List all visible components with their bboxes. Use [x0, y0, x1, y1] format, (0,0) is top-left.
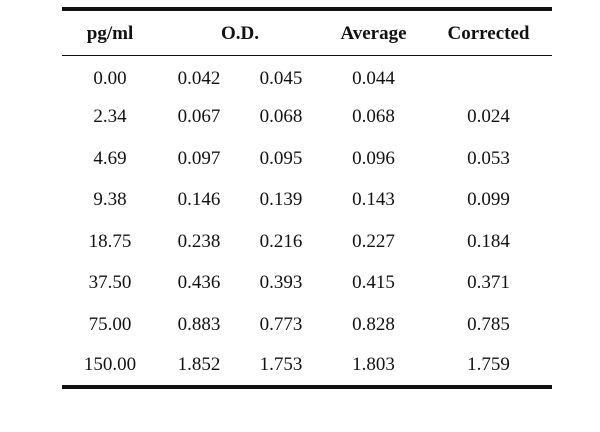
- table-header-row: pg/ml O.D. Average Corrected: [62, 9, 552, 55]
- cell-concentration: 150.00: [83, 354, 137, 376]
- cell-average: 0.415: [352, 272, 395, 294]
- table-row: 2.34 0.067 0.068 0.068 0.024: [62, 97, 552, 139]
- cell-concentration: 0.00: [93, 68, 127, 89]
- cell-concentration: 4.69: [93, 147, 127, 169]
- cell-corrected: 0.785: [467, 313, 510, 335]
- cell-average: 0.227: [352, 230, 395, 252]
- cell-corrected: 0.099: [467, 189, 510, 211]
- cell-corrected: 1.759: [467, 354, 510, 376]
- cell-od-2: 1.753: [259, 354, 303, 376]
- header-average: Average: [340, 22, 407, 44]
- cell-od-2: 0.045: [259, 68, 303, 89]
- cell-concentration: 75.00: [88, 313, 132, 335]
- header-corrected: Corrected: [447, 22, 530, 44]
- cell-corrected: 0.053: [467, 147, 510, 169]
- cell-corrected: 0.024: [467, 106, 510, 128]
- cell-od-1: 0.042: [177, 68, 221, 89]
- cell-od-1: 0.097: [177, 147, 221, 169]
- header-od: O.D.: [221, 22, 259, 44]
- header-concentration: pg/ml: [86, 22, 134, 44]
- table-row: 9.38 0.146 0.139 0.143 0.099: [62, 180, 552, 222]
- cell-average: 0.828: [352, 313, 395, 335]
- cell-average: 0.143: [352, 189, 395, 211]
- cell-concentration: 2.34: [93, 106, 127, 128]
- table-body: 0.00 0.042 0.045 0.044 2.34 0.067 0.068 …: [62, 55, 552, 387]
- cell-od-1: 0.436: [177, 272, 221, 294]
- cell-od-2: 0.773: [259, 313, 303, 335]
- cell-corrected: 0.184: [467, 230, 510, 252]
- table-row: 37.50 0.436 0.393 0.415 0.371: [62, 263, 552, 305]
- cell-average: 0.044: [352, 68, 395, 89]
- cell-od-1: 1.852: [177, 354, 221, 376]
- cell-average: 0.068: [352, 106, 395, 128]
- table-row: 150.00 1.852 1.753 1.803 1.759: [62, 346, 552, 387]
- cell-od-2: 0.068: [259, 106, 303, 128]
- table-row: 0.00 0.042 0.045 0.044: [62, 55, 552, 97]
- cell-od-1: 0.238: [177, 230, 221, 252]
- cell-average: 0.096: [352, 147, 395, 169]
- cell-od-1: 0.883: [177, 313, 221, 335]
- cell-average: 1.803: [352, 354, 395, 376]
- cell-od-2: 0.216: [259, 230, 303, 252]
- cell-od-2: 0.139: [259, 189, 303, 211]
- cell-od-2: 0.095: [259, 147, 303, 169]
- cell-od-2: 0.393: [259, 272, 303, 294]
- cell-corrected: 0.371: [467, 272, 510, 294]
- standard-curve-table: pg/ml O.D. Average Corrected 0.00 0.042 …: [62, 7, 552, 389]
- cell-corrected: [425, 55, 552, 97]
- cell-od-1: 0.146: [177, 189, 221, 211]
- table-row: 75.00 0.883 0.773 0.828 0.785: [62, 304, 552, 346]
- cell-od-1: 0.067: [177, 106, 221, 128]
- table-row: 18.75 0.238 0.216 0.227 0.184: [62, 221, 552, 263]
- cell-concentration: 9.38: [93, 189, 127, 211]
- cell-concentration: 18.75: [88, 230, 132, 252]
- table-row: 4.69 0.097 0.095 0.096 0.053: [62, 138, 552, 180]
- cell-concentration: 37.50: [88, 272, 132, 294]
